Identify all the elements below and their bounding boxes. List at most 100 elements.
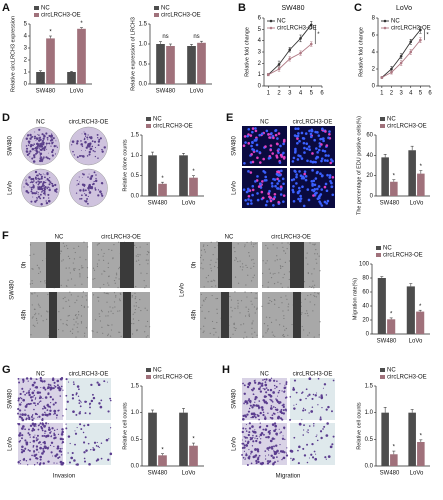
cell (43, 445, 47, 449)
nucleus (305, 142, 309, 145)
micrograph (66, 168, 111, 208)
colony (54, 153, 57, 155)
cell (244, 436, 247, 439)
cell (94, 319, 97, 321)
cell (299, 398, 302, 402)
cell (49, 395, 52, 399)
cell (34, 434, 36, 436)
colony (79, 189, 82, 192)
cell (268, 297, 270, 299)
cell (79, 272, 81, 275)
cell (279, 383, 281, 385)
nucleus (282, 194, 286, 197)
panel-letter: A (2, 2, 10, 14)
colony (41, 141, 43, 143)
nucleus (320, 159, 323, 163)
cell (83, 306, 85, 308)
cell (265, 316, 268, 318)
cell (93, 269, 96, 271)
cell (31, 282, 33, 285)
cell (282, 409, 285, 412)
cell (292, 386, 295, 389)
colony (95, 177, 97, 180)
significance: * (426, 33, 429, 39)
image-row-label: SW480 (8, 136, 14, 156)
colony (36, 191, 38, 193)
point (419, 38, 422, 42)
colony (39, 193, 42, 196)
cell (248, 422, 251, 425)
cell (57, 447, 60, 450)
cell (292, 458, 295, 461)
colony (27, 144, 30, 146)
cell (203, 244, 205, 246)
cell (310, 410, 314, 413)
cell (204, 251, 206, 253)
nucleus (276, 177, 279, 181)
cell (211, 320, 214, 323)
cell (210, 241, 212, 243)
nucleus (327, 154, 330, 157)
cell (274, 260, 276, 262)
cell (282, 265, 284, 268)
cell (19, 413, 21, 415)
cell (87, 306, 89, 308)
cell (40, 427, 44, 430)
cell (251, 327, 253, 329)
cell (301, 325, 303, 328)
x-tick-label: LoVo (410, 201, 424, 207)
nucleus (308, 129, 311, 133)
nucleus (292, 190, 295, 194)
colony (29, 150, 32, 153)
bar (187, 46, 196, 84)
image-column-label: circLRCH3-OE (293, 372, 333, 378)
cell (284, 408, 287, 411)
cell (252, 320, 254, 322)
nucleus (279, 185, 283, 188)
nucleus (311, 188, 314, 192)
cell (237, 307, 239, 309)
cell (303, 424, 305, 427)
cell (274, 461, 277, 464)
nucleus (324, 130, 327, 133)
colony (44, 186, 47, 189)
cell (316, 262, 318, 264)
cell (61, 461, 65, 465)
error-bar (409, 283, 413, 287)
cell (253, 393, 255, 396)
cell (246, 336, 248, 338)
cell (58, 409, 60, 411)
cell (259, 390, 263, 393)
colony (94, 188, 97, 191)
x-tick-label: 4 (299, 91, 303, 97)
nucleus (264, 203, 268, 207)
cell (272, 273, 274, 275)
cell (66, 319, 68, 322)
cell (266, 447, 270, 450)
cell (266, 462, 270, 465)
nucleus (317, 195, 321, 198)
colony (47, 152, 49, 154)
cell (239, 312, 241, 314)
cell (269, 439, 273, 443)
nucleus (276, 137, 279, 140)
cell (33, 402, 36, 405)
cell (322, 387, 324, 389)
colony (34, 146, 38, 150)
legend-label: NC (41, 6, 50, 12)
cell (306, 312, 308, 315)
cell (38, 305, 40, 307)
cell (103, 292, 105, 294)
cell (283, 325, 285, 327)
cell (276, 259, 278, 261)
cell (283, 335, 285, 338)
nucleus (302, 204, 306, 208)
bar (67, 72, 76, 84)
bar (390, 181, 398, 196)
cell (42, 462, 45, 465)
nucleus (261, 180, 264, 183)
cell (79, 276, 81, 278)
nucleus (275, 142, 279, 146)
cell (44, 280, 46, 282)
cell (60, 433, 64, 436)
